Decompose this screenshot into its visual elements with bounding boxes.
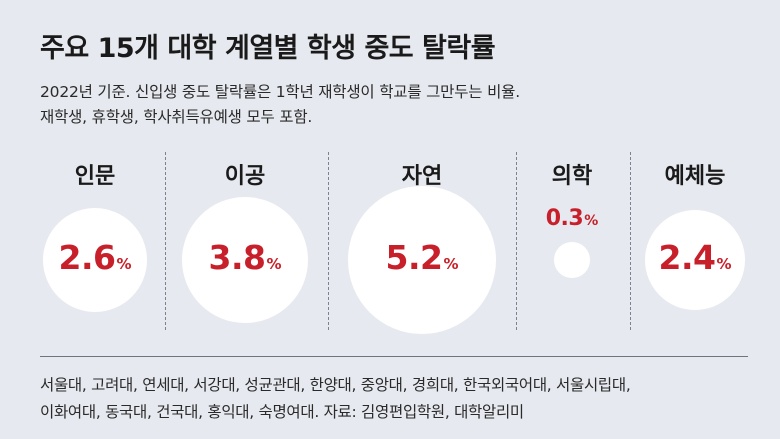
value-bubble [554, 242, 590, 278]
value-label: 5.2% [385, 238, 459, 277]
value-label: 0.3% [545, 206, 599, 232]
subtitle-line-1: 2022년 기준. 신입생 중도 탈락률은 1학년 재학생이 학교를 그만두는 … [40, 83, 520, 101]
value-label: 3.8% [208, 238, 282, 277]
category-label: 자연 [401, 164, 443, 189]
column-divider [516, 152, 517, 330]
value-bubble [348, 186, 496, 334]
subtitle-line-2: 재학생, 휴학생, 학사취득유예생 모두 포함. [40, 108, 313, 126]
footer-line-2: 이화여대, 동국대, 건국대, 홍익대, 숙명여대. 자료: 김영편입학원, 대… [40, 403, 524, 421]
value-bubble [181, 196, 309, 324]
value-label: 2.6% [58, 238, 132, 277]
bubble-chart: 인문 2.6% 이공 3.8% 자연 5.2% 의학 0.3% 예체능 2.4% [0, 140, 780, 350]
footer-line-1: 서울대, 고려대, 연세대, 서강대, 성균관대, 한양대, 중앙대, 경희대,… [40, 376, 631, 394]
value-label: 2.4% [658, 238, 732, 277]
column-divider [328, 152, 329, 330]
chart-title: 주요 15개 대학 계열별 학생 중도 탈락률 [40, 33, 496, 64]
footer-divider [40, 356, 748, 357]
category-label: 이공 [224, 164, 266, 189]
column-divider [165, 152, 166, 330]
column-divider [630, 152, 631, 330]
value-bubble [644, 209, 746, 311]
category-label: 예체능 [664, 164, 726, 189]
value-bubble [42, 207, 148, 313]
category-label: 인문 [74, 164, 116, 189]
category-label: 의학 [551, 164, 593, 189]
